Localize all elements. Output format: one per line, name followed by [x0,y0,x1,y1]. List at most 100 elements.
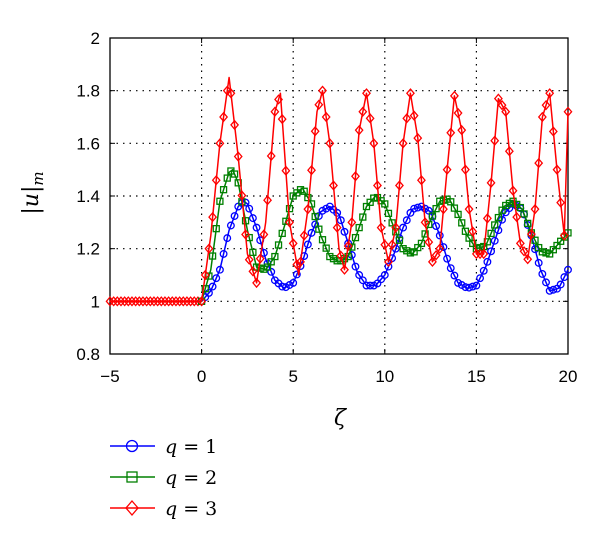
data-point [134,296,144,307]
x-tick-label: 15 [467,367,486,386]
data-point [204,288,213,297]
data-point [299,230,309,241]
data-point [519,246,529,257]
data-point [223,234,232,243]
series-line [200,76,569,302]
data-point [413,132,423,144]
legend-label-var: q [165,436,177,458]
data-point [487,247,496,256]
data-point [215,138,225,149]
data-point [274,94,284,105]
data-point [145,296,155,307]
data-point [237,190,247,201]
data-point [556,280,565,289]
data-point [263,195,273,206]
data-point [409,110,419,121]
data-point [255,253,265,264]
data-point [212,274,221,283]
data-point [557,237,565,245]
data-point [450,204,459,212]
data-point [384,256,393,268]
data-point [443,254,452,263]
data-point [438,203,448,215]
data-point [241,217,250,225]
legend-item-2: q = 2 [110,467,217,489]
data-point [325,138,335,149]
data-point [259,229,269,240]
data-point [332,222,342,233]
data-point [508,185,518,196]
data-point [420,217,430,228]
series-layer [105,76,573,307]
data-point [398,138,408,149]
data-point [278,282,287,291]
data-point [457,124,467,136]
data-point [479,266,488,275]
data-point [556,197,566,208]
data-point [149,296,159,307]
data-point [307,164,316,176]
data-point [542,249,550,257]
data-point [211,175,221,186]
data-point [461,283,470,292]
data-point [502,201,510,210]
data-point [244,254,254,265]
data-point [226,221,235,230]
data-point [427,256,437,268]
data-point [388,219,396,227]
data-point [548,126,558,137]
data-point [215,265,224,274]
data-point [403,247,411,255]
data-point [307,228,316,237]
data-point [490,236,499,245]
data-point [564,265,572,274]
data-point [354,124,364,136]
data-point [391,222,401,233]
data-point [394,180,404,191]
data-point [289,278,298,287]
legend-label-var: q [165,498,177,520]
data-point [292,270,301,279]
data-point [505,199,514,208]
data-point [410,204,419,213]
legend-label-value: = 1 [177,436,217,458]
data-point [267,258,275,266]
data-point [355,223,363,232]
data-point [267,267,276,276]
data-point [208,252,217,260]
data-point [475,248,485,260]
data-point [549,285,558,294]
data-point [486,177,496,189]
data-point [428,212,437,220]
data-point [167,296,177,307]
data-point [545,286,554,295]
legend-item-1: q = 1 [110,436,217,458]
data-point [351,171,360,182]
data-point [109,296,119,307]
data-point [333,257,341,265]
y-tick-label: 1.4 [76,187,100,206]
data-point [270,106,280,117]
data-point [200,269,210,281]
data-point [230,170,239,178]
data-point [333,208,342,217]
data-point [447,198,455,206]
data-point [458,219,466,227]
y-tick-label: 2 [91,29,100,48]
legend-label-value: = 3 [177,498,217,520]
data-point [465,234,473,242]
data-point [424,206,433,215]
data-point [205,272,213,280]
data-point [435,243,445,254]
data-point [516,203,525,212]
data-point [538,269,547,278]
data-point [424,236,434,248]
data-point [340,264,349,275]
data-point [160,296,170,307]
data-point [318,85,327,96]
data-point [384,262,393,271]
data-point [366,198,374,206]
legend-label: q = 2 [165,467,217,489]
data-point [285,204,294,213]
data-point [442,164,452,175]
